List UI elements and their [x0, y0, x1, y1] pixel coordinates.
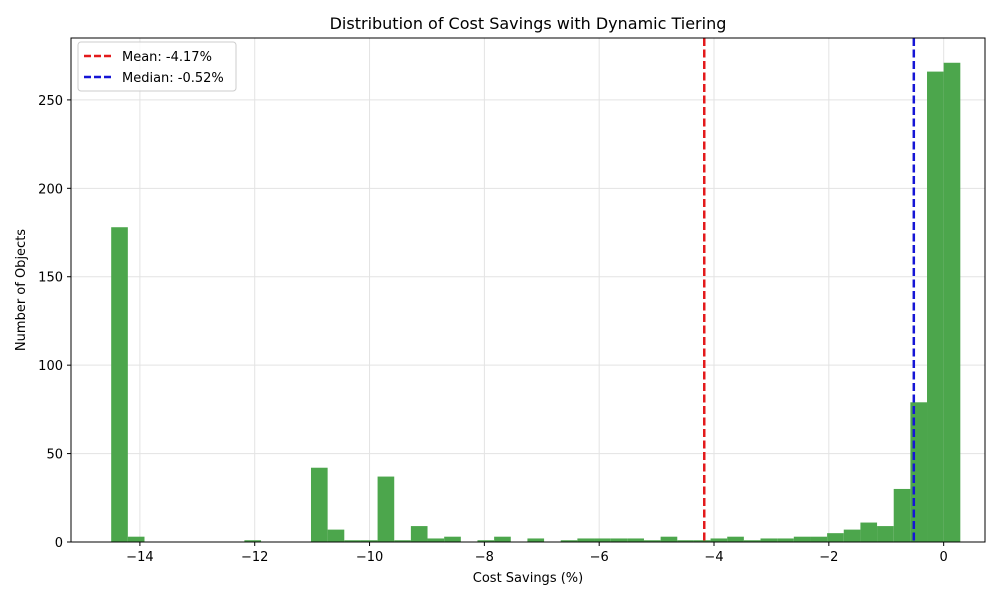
histogram-bar [877, 526, 894, 542]
histogram-bar [577, 538, 595, 542]
histogram-bar [760, 538, 778, 542]
y-axis-label: Number of Objects [14, 229, 29, 351]
histogram-bar [843, 529, 861, 542]
histogram-bar [893, 488, 911, 542]
histogram-bar [377, 476, 395, 542]
histogram-bar [710, 538, 728, 542]
histogram-bar [727, 536, 744, 542]
histogram-bar [627, 538, 644, 542]
legend-frame [77, 41, 237, 92]
histogram-bar [594, 538, 611, 542]
histogram-bars [111, 62, 961, 542]
x-axis: −14 −12 −10 −8 −6 −4 −2 0 [126, 542, 948, 565]
histogram-bar [860, 522, 878, 542]
y-tick-label: 50 [46, 448, 63, 463]
histogram-bar [743, 540, 761, 542]
histogram-bar [494, 536, 511, 542]
y-axis: 0 50 100 150 200 250 [38, 94, 71, 551]
histogram-bar [827, 533, 844, 542]
y-tick-label: 0 [55, 536, 63, 551]
y-tick-label: 250 [38, 94, 63, 109]
histogram-bar [810, 536, 828, 542]
legend-median-label: Median: -0.52% [122, 71, 224, 86]
histogram-bar [310, 467, 328, 542]
histogram-bar [643, 540, 661, 542]
legend: Mean: -4.17% Median: -0.52% [77, 41, 237, 92]
grid-lines [71, 38, 985, 543]
histogram-bar [610, 538, 628, 542]
histogram-bar [244, 540, 262, 542]
histogram-bar [111, 227, 128, 542]
x-tick-label: −14 [126, 550, 153, 565]
x-tick-label: −4 [704, 550, 723, 565]
y-tick-label: 150 [38, 271, 63, 286]
histogram-bar [927, 71, 944, 542]
histogram-bar [127, 536, 145, 542]
histogram-bar [793, 536, 811, 542]
x-axis-label: Cost Savings (%) [473, 571, 583, 586]
plot-area-frame [70, 37, 986, 543]
histogram-bar [327, 529, 345, 542]
x-tick-label: 0 [940, 550, 948, 565]
histogram-bar [444, 536, 461, 542]
x-tick-label: −12 [241, 550, 268, 565]
histogram-bar [477, 540, 495, 542]
x-tick-label: −2 [819, 550, 838, 565]
histogram-bar [394, 540, 411, 542]
plot-area-background [71, 38, 985, 542]
chart-title: Distribution of Cost Savings with Dynami… [330, 14, 727, 33]
x-tick-label: −8 [475, 550, 494, 565]
x-tick-label: −10 [356, 550, 383, 565]
legend-mean-label: Mean: -4.17% [122, 50, 212, 65]
reference-lines [703, 38, 916, 542]
histogram-bar [560, 540, 578, 542]
x-tick-label: −6 [590, 550, 609, 565]
histogram-bar [943, 62, 961, 542]
y-tick-label: 200 [38, 182, 63, 197]
y-tick-label: 100 [38, 359, 63, 374]
histogram-bar [360, 540, 378, 542]
histogram-bar [677, 540, 694, 542]
histogram-bar [693, 540, 711, 542]
histogram-bar [910, 402, 928, 542]
histogram-bar [777, 538, 794, 542]
histogram-bar [344, 540, 361, 542]
histogram-bar [427, 538, 445, 542]
histogram-bar [527, 538, 545, 542]
histogram-bar [410, 526, 428, 542]
histogram-bar [660, 536, 678, 542]
